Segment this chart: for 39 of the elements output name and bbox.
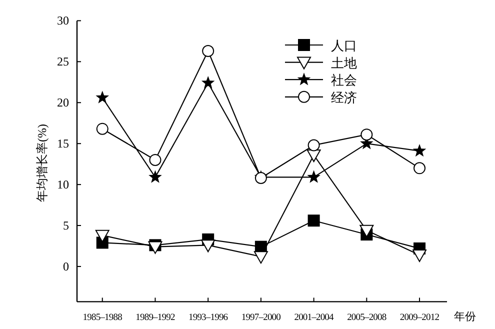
- x-axis-title: 年份: [454, 311, 476, 323]
- x-tick-label: 1985–1988: [82, 313, 123, 323]
- point: [149, 154, 162, 166]
- legend-label: 土地: [331, 55, 357, 70]
- y-tick-label: 15: [57, 136, 69, 151]
- point: [201, 76, 215, 89]
- y-tick-label: 0: [63, 259, 69, 274]
- legend-label: 人口: [331, 38, 357, 53]
- point: [414, 162, 426, 174]
- point: [360, 128, 373, 141]
- point: [96, 122, 108, 135]
- point: [412, 144, 426, 157]
- legend-label: 经济: [331, 90, 357, 105]
- y-tick-label: 10: [57, 178, 69, 192]
- x-tick-label: 1993–1996: [188, 313, 228, 323]
- point: [202, 45, 214, 58]
- x-tick-label: 1997–2000: [241, 313, 282, 323]
- y-tick-label: 25: [57, 54, 69, 69]
- x-tick-label: 1989–1992: [136, 313, 176, 323]
- legend-label: 社会: [331, 72, 357, 88]
- point: [308, 214, 320, 227]
- y-axis-title: 年均增长率(%): [35, 124, 49, 202]
- point: [96, 90, 110, 104]
- point: [148, 170, 162, 183]
- x-tick-label: 2009–2012: [400, 313, 440, 323]
- x-tick-label: 2001–2004: [294, 313, 334, 323]
- y-tick-label: 30: [57, 14, 69, 28]
- point: [308, 139, 320, 152]
- y-tick-label: 20: [57, 96, 69, 110]
- point: [306, 150, 321, 162]
- point: [254, 251, 268, 264]
- point: [95, 230, 110, 242]
- point: [201, 240, 216, 252]
- point: [148, 241, 162, 254]
- x-tick-label: 2005–2008: [347, 313, 387, 323]
- point: [360, 224, 374, 238]
- y-tick-label: 5: [63, 218, 69, 233]
- point: [307, 170, 320, 183]
- point: [412, 250, 427, 262]
